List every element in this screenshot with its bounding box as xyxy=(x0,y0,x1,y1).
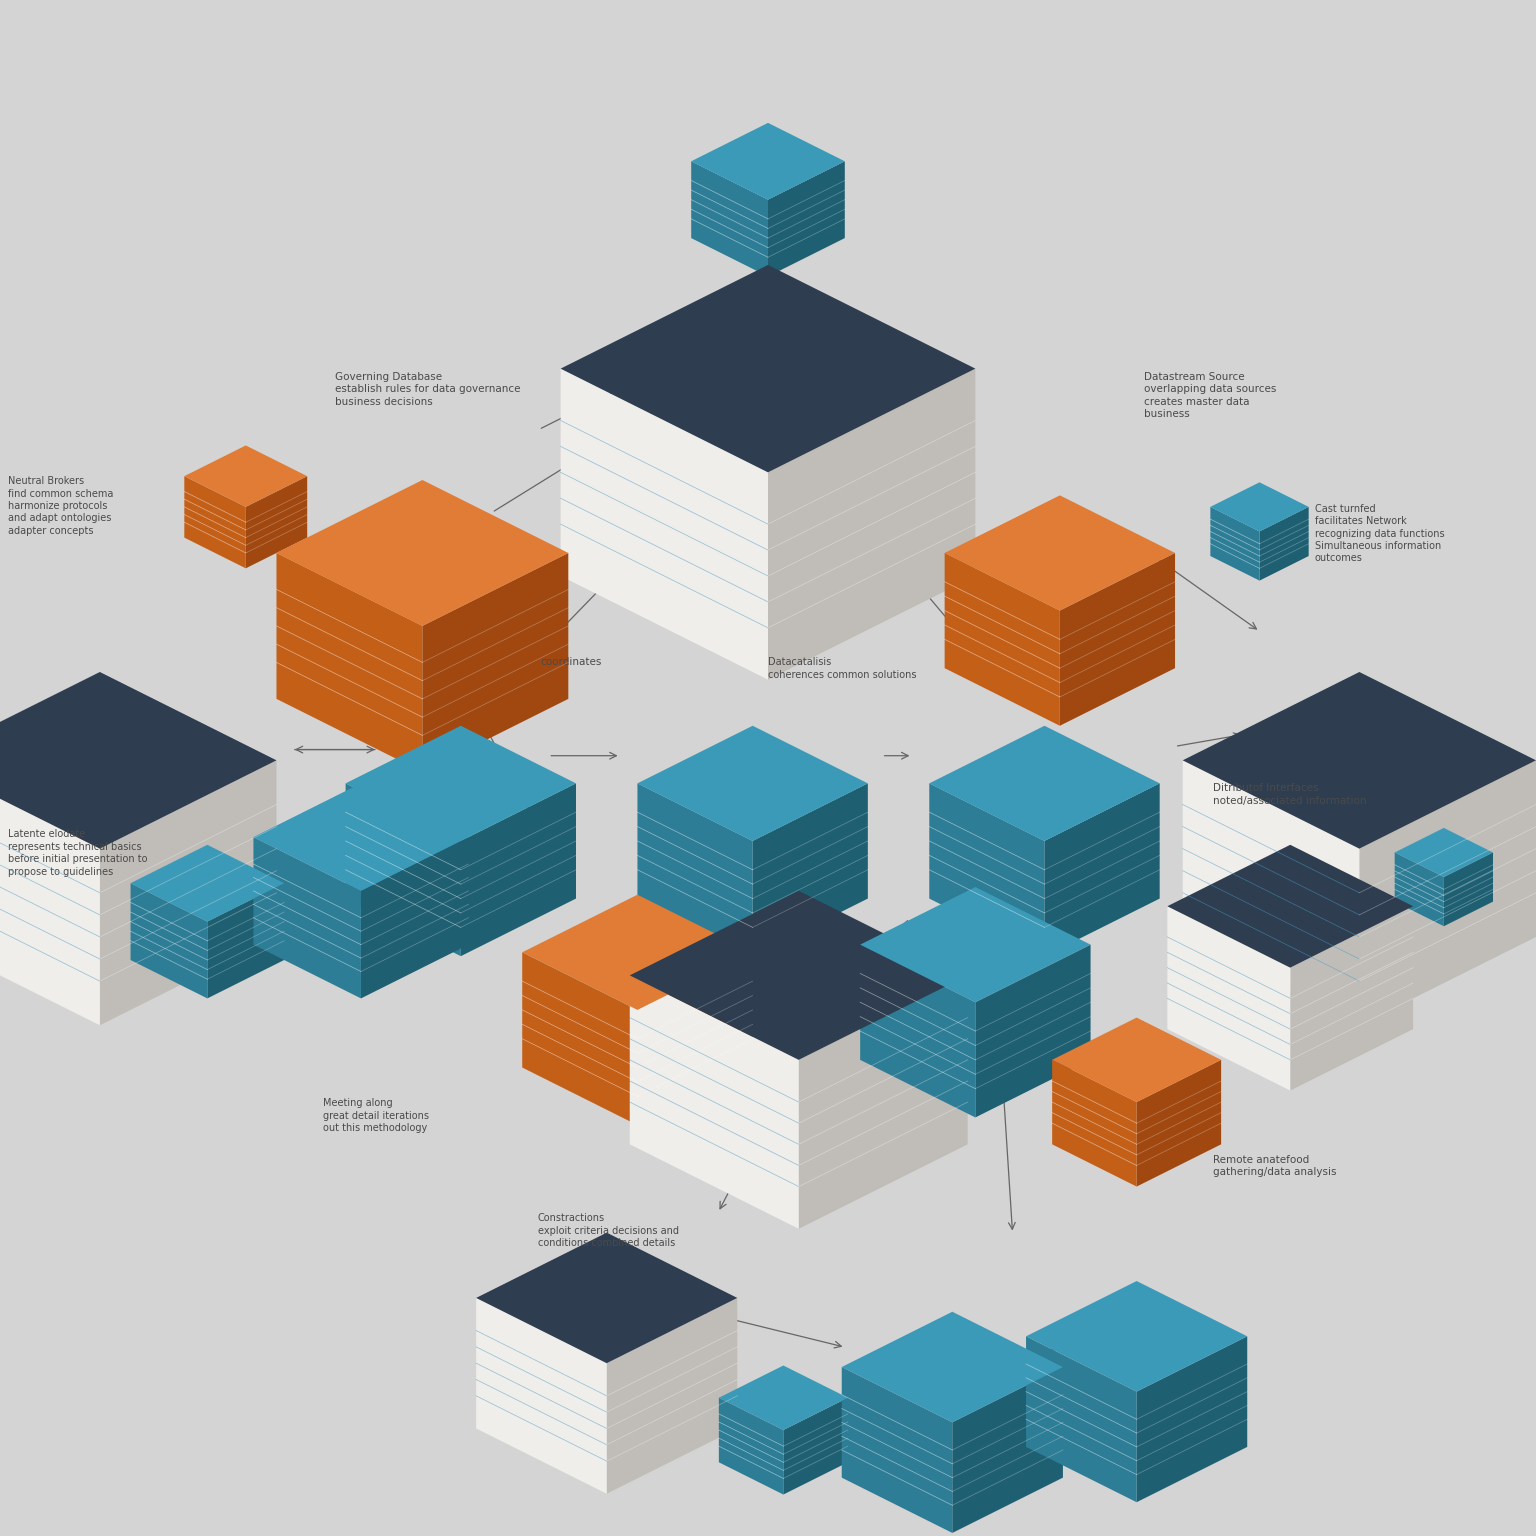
Text: Constractions
exploit criteria decisions and
conditions combined details: Constractions exploit criteria decisions… xyxy=(538,1213,679,1249)
Polygon shape xyxy=(637,727,868,842)
Polygon shape xyxy=(630,891,968,1060)
Text: Latente elodate
represents technical basics
before initial presentation to
propo: Latente elodate represents technical bas… xyxy=(8,829,147,877)
Polygon shape xyxy=(361,837,468,998)
Polygon shape xyxy=(207,883,284,998)
Polygon shape xyxy=(929,727,1160,842)
Text: Remote anatefood
gathering/data analysis: Remote anatefood gathering/data analysis xyxy=(1213,1155,1336,1178)
Polygon shape xyxy=(952,1367,1063,1533)
Polygon shape xyxy=(1026,1336,1137,1502)
Polygon shape xyxy=(691,161,768,276)
Polygon shape xyxy=(346,783,461,955)
Polygon shape xyxy=(945,496,1175,610)
Polygon shape xyxy=(842,1367,952,1533)
Polygon shape xyxy=(422,553,568,771)
Polygon shape xyxy=(945,553,1060,725)
Polygon shape xyxy=(929,783,1044,955)
Polygon shape xyxy=(1183,673,1536,848)
Polygon shape xyxy=(1052,1060,1137,1187)
Polygon shape xyxy=(131,845,284,922)
Polygon shape xyxy=(276,553,422,771)
Polygon shape xyxy=(768,161,845,276)
Polygon shape xyxy=(1137,1060,1221,1187)
Text: coordinates: coordinates xyxy=(541,657,602,668)
Polygon shape xyxy=(637,952,753,1124)
Polygon shape xyxy=(1444,852,1493,926)
Polygon shape xyxy=(461,783,576,955)
Polygon shape xyxy=(1210,482,1309,531)
Text: Governing Database
establish rules for data governance
business decisions: Governing Database establish rules for d… xyxy=(335,372,521,407)
Polygon shape xyxy=(184,476,246,568)
Polygon shape xyxy=(783,1398,848,1495)
Polygon shape xyxy=(1052,1017,1221,1103)
Polygon shape xyxy=(100,760,276,1026)
Polygon shape xyxy=(719,1366,848,1430)
Text: Datacatalisis
coherences common solutions: Datacatalisis coherences common solution… xyxy=(768,657,917,680)
Polygon shape xyxy=(799,975,968,1229)
Polygon shape xyxy=(1060,553,1175,725)
Polygon shape xyxy=(768,369,975,680)
Polygon shape xyxy=(253,783,468,891)
Polygon shape xyxy=(753,783,868,955)
Text: Cast turnfed
facilitates Network
recognizing data functions
Simultaneous informa: Cast turnfed facilitates Network recogni… xyxy=(1315,504,1444,564)
Polygon shape xyxy=(691,123,845,200)
Polygon shape xyxy=(860,888,1091,1003)
Polygon shape xyxy=(1044,783,1160,955)
Polygon shape xyxy=(0,673,276,848)
Polygon shape xyxy=(1395,828,1493,877)
Polygon shape xyxy=(131,883,207,998)
Polygon shape xyxy=(346,727,576,842)
Text: Neutral Brokers
find common schema
harmonize protocols
and adapt ontologies
adap: Neutral Brokers find common schema harmo… xyxy=(8,476,114,536)
Polygon shape xyxy=(246,476,307,568)
Polygon shape xyxy=(1395,852,1444,926)
Polygon shape xyxy=(1026,1281,1247,1392)
Polygon shape xyxy=(842,1312,1063,1422)
Polygon shape xyxy=(1167,906,1290,1091)
Polygon shape xyxy=(522,952,637,1124)
Polygon shape xyxy=(1260,507,1309,581)
Polygon shape xyxy=(184,445,307,507)
Polygon shape xyxy=(860,945,975,1118)
Polygon shape xyxy=(522,894,753,1011)
Polygon shape xyxy=(975,945,1091,1118)
Polygon shape xyxy=(719,1398,783,1495)
Polygon shape xyxy=(630,975,799,1229)
Polygon shape xyxy=(276,479,568,627)
Text: Datastream Source
overlapping data sources
creates master data
business: Datastream Source overlapping data sourc… xyxy=(1144,372,1276,419)
Polygon shape xyxy=(1359,760,1536,1026)
Polygon shape xyxy=(1183,760,1359,1026)
Polygon shape xyxy=(561,266,975,473)
Polygon shape xyxy=(476,1298,607,1493)
Text: Meeting along
great detail iterations
out this methodology: Meeting along great detail iterations ou… xyxy=(323,1098,429,1134)
Polygon shape xyxy=(637,783,753,955)
Polygon shape xyxy=(1167,845,1413,968)
Polygon shape xyxy=(0,760,100,1026)
Polygon shape xyxy=(253,837,361,998)
Polygon shape xyxy=(1137,1336,1247,1502)
Text: Ditributof Interfaces
noted/associated information: Ditributof Interfaces noted/associated i… xyxy=(1213,783,1367,806)
Polygon shape xyxy=(476,1232,737,1364)
Polygon shape xyxy=(561,369,768,680)
Polygon shape xyxy=(1290,906,1413,1091)
Polygon shape xyxy=(1210,507,1260,581)
Polygon shape xyxy=(607,1298,737,1493)
